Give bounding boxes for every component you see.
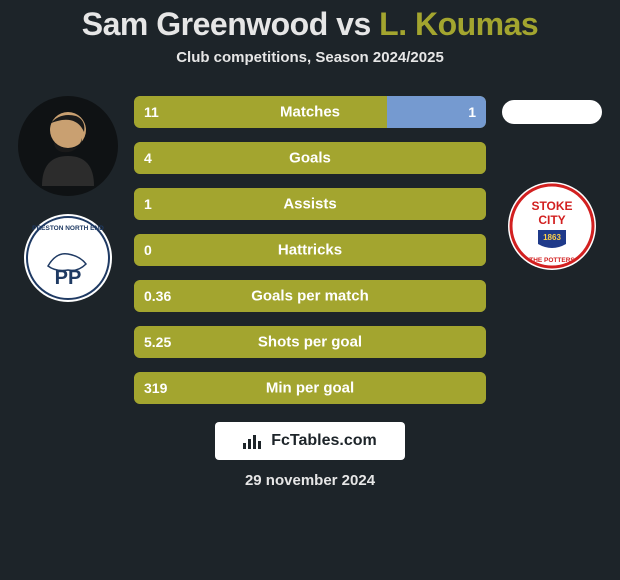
club1-logo-svg: PRESTON NORTH END PP <box>24 214 112 302</box>
stat-label: Goals per match <box>251 288 369 305</box>
content-root: Sam Greenwood vs L. Koumas Club competit… <box>0 0 620 580</box>
stat-row: 0.36 Goals per match <box>134 280 486 312</box>
stat-value-left: 5.25 <box>144 334 171 350</box>
player1-name: Sam Greenwood <box>82 6 328 42</box>
svg-text:CITY: CITY <box>538 213 565 227</box>
player-silhouette-icon <box>32 106 104 186</box>
stat-label: Min per goal <box>266 380 354 397</box>
stat-label: Hattricks <box>278 242 342 259</box>
stat-value-left: 1 <box>144 196 152 212</box>
page-title: Sam Greenwood vs L. Koumas <box>82 6 538 43</box>
bar-fill-left <box>134 96 387 128</box>
vs-label: vs <box>336 6 371 42</box>
stat-row: 319 Min per goal <box>134 372 486 404</box>
stat-label: Shots per goal <box>258 334 362 351</box>
stat-value-left: 11 <box>144 104 159 120</box>
stat-row: 4 Goals <box>134 142 486 174</box>
svg-text:PRESTON NORTH END: PRESTON NORTH END <box>32 225 104 232</box>
left-column: PRESTON NORTH END PP <box>8 96 128 302</box>
stat-label: Assists <box>283 196 336 213</box>
right-column: STOKE CITY 1863 THE POTTERS <box>492 96 612 270</box>
stat-row: 5.25 Shots per goal <box>134 326 486 358</box>
player2-flag <box>502 100 602 124</box>
stat-row: 111Matches <box>134 96 486 128</box>
player1-photo <box>18 96 118 196</box>
main-row: PRESTON NORTH END PP 111Matches4Goals1As… <box>0 96 620 404</box>
date-label: 29 november 2024 <box>245 472 375 489</box>
stat-row: 0 Hattricks <box>134 234 486 266</box>
svg-text:STOKE: STOKE <box>531 199 572 213</box>
club2-logo: STOKE CITY 1863 THE POTTERS <box>508 182 596 270</box>
stat-value-right: 1 <box>468 104 476 120</box>
stat-value-left: 319 <box>144 380 167 396</box>
stat-label: Matches <box>280 104 340 121</box>
fctables-badge: FcTables.com <box>215 422 405 460</box>
bar-chart-icon <box>243 433 263 449</box>
club1-logo: PRESTON NORTH END PP <box>24 214 112 302</box>
footer: FcTables.com 29 november 2024 <box>215 422 405 489</box>
stat-value-left: 0.36 <box>144 288 171 304</box>
svg-text:THE POTTERS: THE POTTERS <box>529 257 575 264</box>
stats-bars: 111Matches4Goals1Assists0Hattricks0.36Go… <box>128 96 492 404</box>
stat-row: 1 Assists <box>134 188 486 220</box>
stat-value-left: 0 <box>144 242 152 258</box>
player2-name: L. Koumas <box>379 6 538 42</box>
stat-value-left: 4 <box>144 150 152 166</box>
svg-text:PP: PP <box>55 267 82 289</box>
svg-text:1863: 1863 <box>543 233 561 242</box>
fctables-text: FcTables.com <box>271 432 377 450</box>
subtitle: Club competitions, Season 2024/2025 <box>176 49 444 66</box>
stat-label: Goals <box>289 150 331 167</box>
club2-logo-svg: STOKE CITY 1863 THE POTTERS <box>508 182 596 270</box>
